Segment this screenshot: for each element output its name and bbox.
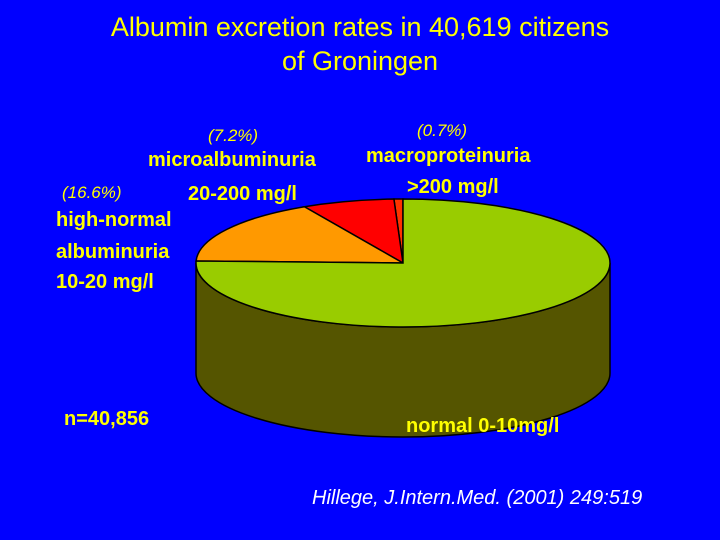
- macro-label-line1: macroproteinuria: [366, 145, 531, 167]
- citation: Hillege, J.Intern.Med. (2001) 249:519: [312, 487, 643, 509]
- slide-title: Albumin excretion rates in 40,619 citize…: [0, 10, 720, 78]
- pie-tops: [195, 198, 611, 328]
- high-normal-label-line3: 10-20 mg/l: [56, 271, 154, 293]
- high-normal-label-line2: albuminuria: [56, 241, 170, 263]
- macro-label-line2: >200 mg/l: [407, 176, 499, 198]
- high-normal-label-line1: high-normal: [56, 209, 172, 231]
- pie-slice-high-normal: [195, 205, 406, 264]
- sample-size-label: n=40,856: [64, 408, 150, 430]
- high-normal-percent-label: (16.6%): [62, 183, 122, 202]
- title-line-2: of Groningen: [281, 46, 439, 76]
- macro-percent-label: (0.7%): [417, 121, 468, 140]
- title-line-1: Albumin excretion rates in 40,619 citize…: [110, 12, 610, 42]
- micro-label-line1: microalbuminuria: [148, 149, 316, 171]
- micro-label-line2: 20-200 mg/l: [188, 183, 297, 205]
- pie-slice-normal: [195, 198, 611, 328]
- micro-percent-label: (7.2%): [208, 126, 259, 145]
- normal-label: normal 0-10mg/l: [406, 415, 560, 437]
